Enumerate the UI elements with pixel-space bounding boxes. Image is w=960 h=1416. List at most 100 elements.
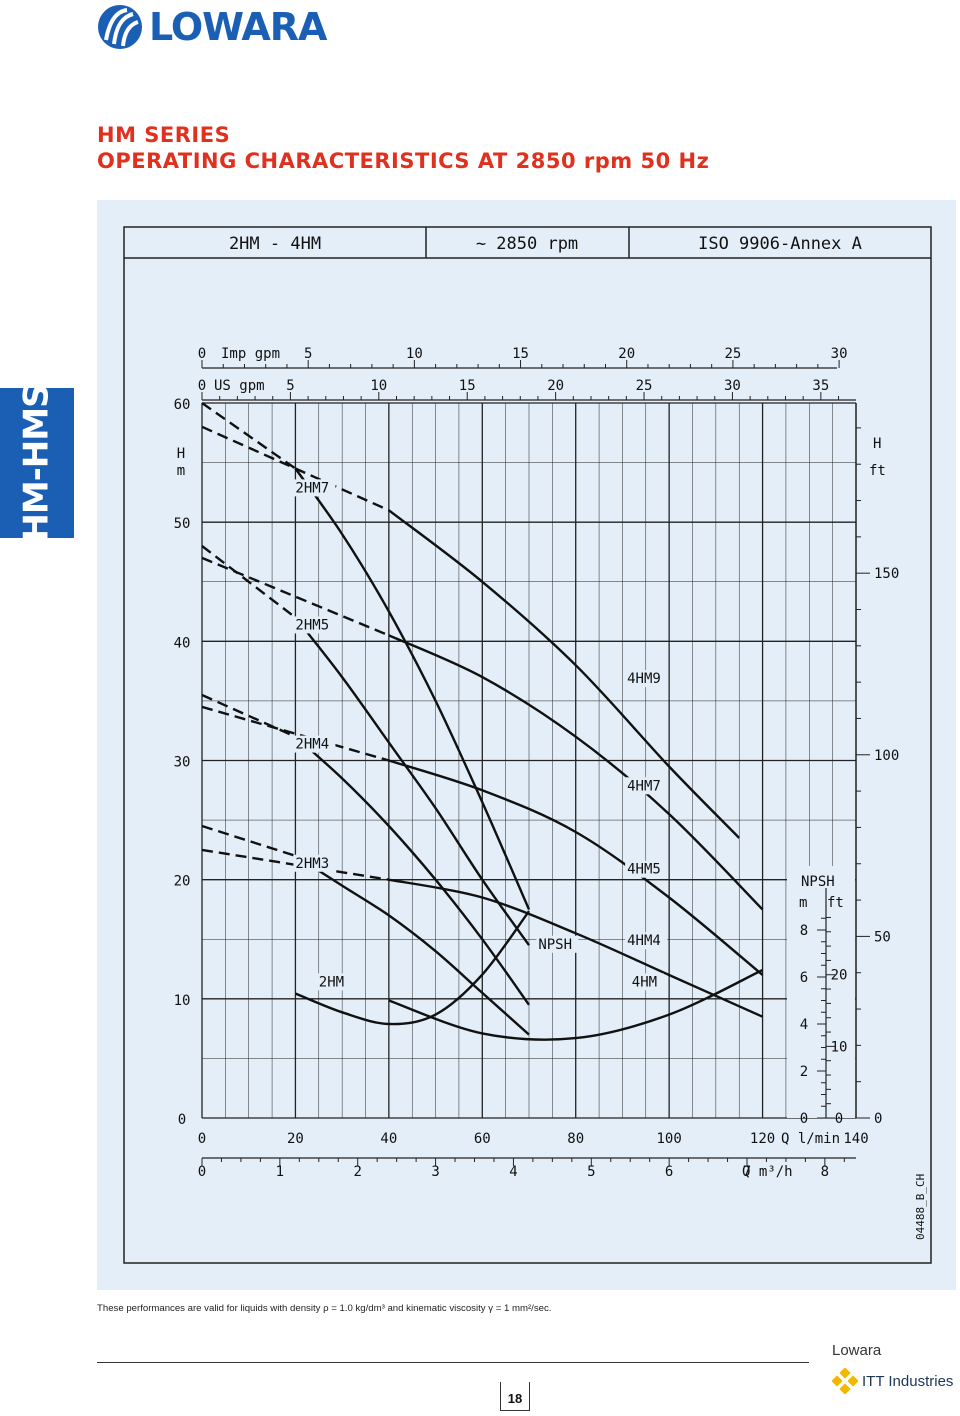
series-label-2hm3: 2HM3 — [295, 856, 329, 872]
curve-4hm9 — [388, 509, 741, 839]
y-tick-label-ft: 0 — [874, 1111, 882, 1127]
npsh-m-tick-label: 8 — [800, 923, 808, 939]
lowara-logo-icon — [98, 5, 142, 49]
lpm-tick-label: 60 — [474, 1131, 491, 1147]
label-bg — [536, 935, 579, 953]
npsh-ft-tick-label: 10 — [831, 1039, 848, 1055]
m3h-tick-label: 6 — [665, 1164, 673, 1180]
lpm-tick-label: 120 — [750, 1131, 775, 1147]
us-gpm-tick-label: 30 — [724, 378, 741, 394]
imp-gpm-tick-label: 30 — [831, 346, 848, 362]
us-gpm-tick-label: 25 — [636, 378, 653, 394]
curve-2hm5 — [294, 616, 530, 946]
npsh-m-tick-label: 4 — [800, 1017, 808, 1033]
y-tick-label-ft: 150 — [874, 566, 899, 582]
npsh-label-4hm: 4HM — [632, 974, 657, 990]
us-gpm-tick-label: 20 — [547, 378, 564, 394]
y-axis-ft-label-h: H — [873, 436, 881, 452]
y-axis-ft-label-ft: ft — [869, 463, 886, 479]
lpm-tick-label: 140 — [843, 1131, 868, 1147]
series-label-2hm4: 2HM4 — [295, 737, 329, 753]
imp-gpm-tick-label: 10 — [406, 346, 423, 362]
header-standard: ISO 9906-Annex A — [698, 234, 862, 254]
curve-2hm7 — [294, 467, 531, 910]
chart-labels: 04488_B_CH2HM72HM52HM42HM34HM94HM74HM54H… — [293, 479, 927, 1240]
npsh-m-tick-label: 6 — [800, 970, 808, 986]
us-gpm-tick-label: 35 — [812, 378, 829, 394]
label-bg — [293, 735, 336, 753]
label-bg — [625, 670, 668, 688]
y-axis-label-m: m — [177, 463, 185, 479]
performance-chart: 2HM - 4HM ~ 2850 rpm ISO 9906-Annex A 0102… — [123, 226, 932, 1264]
chart-panel: 2HM - 4HM ~ 2850 rpm ISO 9906-Annex A 0 10 2… — [97, 200, 956, 1290]
npsh-ft-tick-label: 20 — [831, 968, 848, 984]
lpm-unit-label: Q l/min — [781, 1131, 840, 1147]
y-tick-label-m: 0 — [178, 1112, 186, 1128]
npsh-axis-unit-m: m — [799, 895, 807, 911]
label-bg — [293, 479, 336, 497]
curve-4hm4 — [388, 878, 764, 1018]
footer-brand: Lowara — [832, 1342, 882, 1359]
npsh-curve-4hm — [388, 968, 764, 1041]
side-tab-label: HM-HMS — [17, 384, 57, 542]
series-label-4hm9: 4HM9 — [627, 671, 661, 687]
series-label-2hm7: 2HM7 — [295, 480, 329, 496]
lowara-logo: LOWARA — [97, 4, 327, 50]
footnote: These performances are valid for liquids… — [97, 1303, 552, 1314]
series-label-4hm5: 4HM5 — [627, 862, 661, 878]
npsh-ft-tick-label: 0 — [835, 1111, 843, 1127]
footer-company: ITT Industries — [832, 1368, 953, 1394]
label-bg — [625, 777, 668, 795]
m3h-tick-label: 1 — [276, 1164, 284, 1180]
imp-gpm-tick-label: 0 — [198, 346, 206, 362]
us-gpm-tick-label: 5 — [286, 378, 294, 394]
page-number: 18 — [500, 1382, 530, 1411]
y-tick-label-ft: 50 — [874, 929, 891, 945]
title-line-2: OPERATING CHARACTERISTICS AT 2850 rpm 50… — [97, 149, 710, 173]
curve-2hm3 — [294, 854, 530, 1036]
footer-company-label: ITT Industries — [862, 1372, 954, 1390]
m3h-tick-label: 4 — [509, 1164, 517, 1180]
npsh-m-tick-label: 0 — [800, 1111, 808, 1127]
m3h-tick-label: 5 — [587, 1164, 595, 1180]
npsh-axis-unit-ft: ft — [827, 895, 844, 911]
series-label-4hm4: 4HM4 — [627, 933, 661, 949]
m3h-tick-label: 7 — [743, 1164, 751, 1180]
title-line-1: HM SERIES — [97, 123, 231, 147]
imp-gpm-tick-label: 20 — [618, 346, 635, 362]
npsh-label-2hm: 2HM — [319, 974, 344, 990]
us-gpm-tick-label: 10 — [370, 378, 387, 394]
m3h-tick-label: 3 — [431, 1164, 439, 1180]
imp-gpm-tick-label: 5 — [304, 346, 312, 362]
label-bg — [316, 973, 351, 991]
us-gpm-tick-label: 0 — [198, 378, 206, 394]
lpm-tick-label: 100 — [656, 1131, 681, 1147]
curve-dashed-2hm4 — [201, 693, 296, 738]
y-tick-label-m: 50 — [174, 516, 191, 532]
drawing-code: 04488_B_CH — [914, 1174, 927, 1240]
npsh-curve-2hm — [294, 910, 530, 1026]
us-gpm-unit-label: US gpm — [214, 378, 265, 394]
series-label-4hm7: 4HM7 — [627, 778, 661, 794]
itt-diamond-icon — [832, 1368, 858, 1394]
lpm-tick-label: 40 — [380, 1131, 397, 1147]
lpm-tick-label: 80 — [567, 1131, 584, 1147]
m3h-unit-label: Q m³/h — [742, 1164, 793, 1180]
curve-4hm7 — [388, 634, 764, 911]
y-axis-label-h: H — [177, 446, 185, 462]
logo-text: LOWARA — [149, 5, 327, 49]
curve-dashed-2hm5 — [201, 545, 297, 619]
header-models: 2HM - 4HM — [229, 234, 321, 254]
label-bg — [293, 854, 336, 872]
chart-grid — [201, 402, 857, 1119]
npsh-curve-label: NPSH — [538, 937, 572, 953]
y-tick-label-m: 20 — [174, 874, 191, 890]
page-title: HM SERIES OPERATING CHARACTERISTICS AT 2… — [97, 122, 709, 174]
label-bg — [293, 616, 336, 634]
npsh-m-tick-label: 2 — [800, 1064, 808, 1080]
y-tick-label-m: 40 — [174, 635, 191, 651]
footer-rule — [97, 1362, 809, 1363]
label-bg — [625, 860, 668, 878]
npsh-axis-title: NPSH — [801, 874, 835, 890]
